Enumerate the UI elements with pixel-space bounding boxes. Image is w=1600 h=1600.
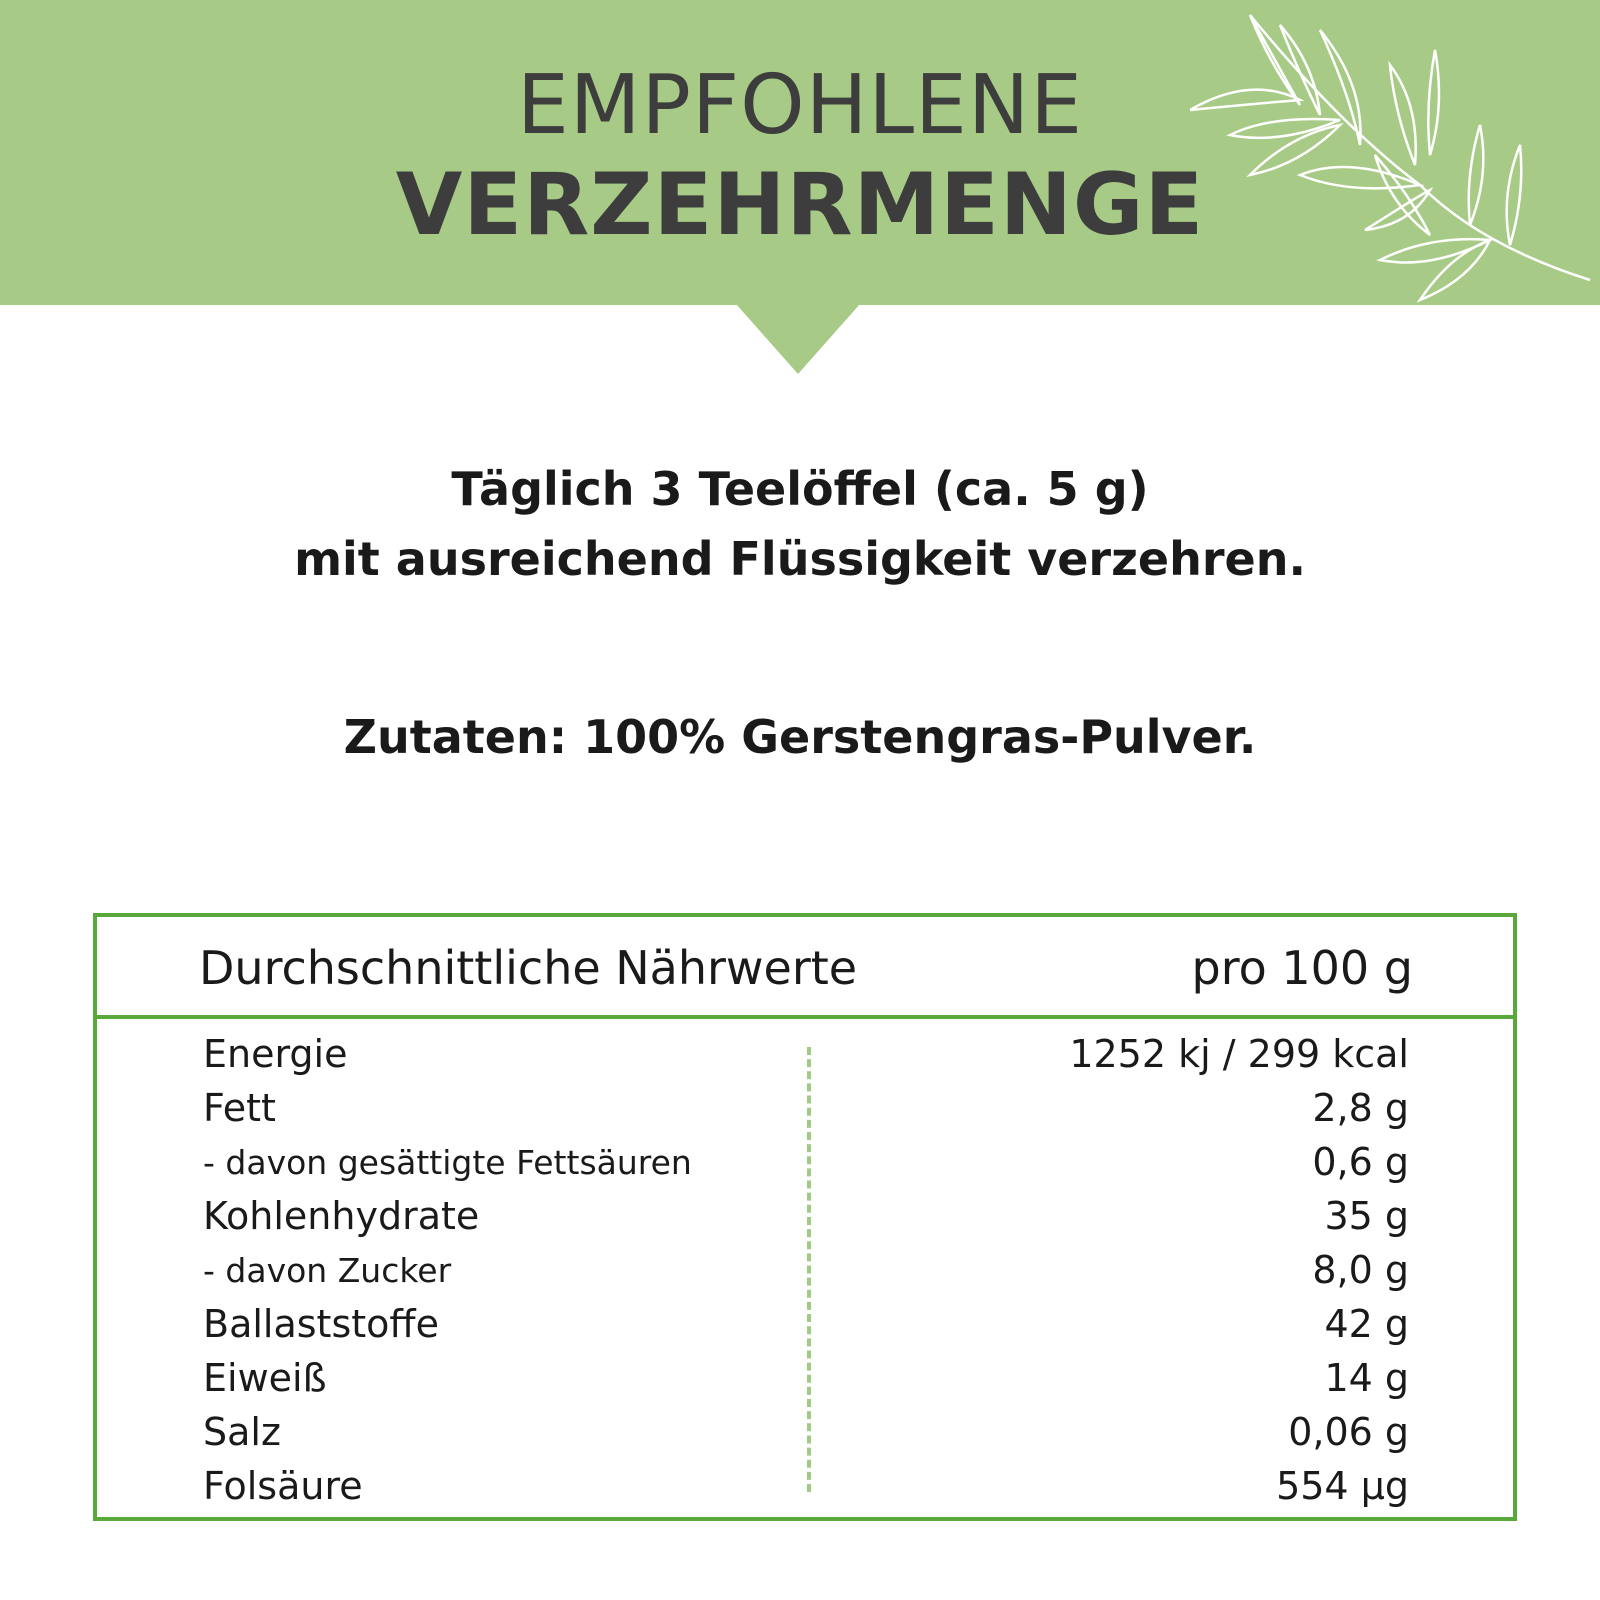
row-label: Folsäure <box>203 1464 363 1508</box>
row-label: Ballaststoffe <box>203 1302 439 1346</box>
header-label: Durchschnittliche Nährwerte <box>199 941 858 995</box>
table-row: Folsäure 554 µg <box>203 1464 1409 1518</box>
title-line-2: VERZEHRMENGE <box>395 155 1205 255</box>
row-label: - davon Zucker <box>203 1251 452 1290</box>
banner-pointer <box>736 304 860 374</box>
row-value: 42 g <box>1324 1302 1409 1346</box>
table-row: Salz 0,06 g <box>203 1410 1409 1464</box>
row-value: 554 µg <box>1276 1464 1409 1508</box>
table-row: Fett 2,8 g <box>203 1086 1409 1140</box>
leaf-branch-icon <box>1190 14 1591 303</box>
dosage-line-2: mit ausreichend Flüssigkeit verzehren. <box>294 532 1306 586</box>
row-value: 1252 kj / 299 kcal <box>1069 1032 1409 1076</box>
table-row: Kohlenhydrate 35 g <box>203 1194 1409 1248</box>
row-label: Eiweiß <box>203 1356 327 1400</box>
row-label: Kohlenhydrate <box>203 1194 480 1238</box>
header-banner: EMPFOHLENE VERZEHRMENGE <box>0 0 1600 305</box>
row-value: 0,6 g <box>1312 1140 1409 1184</box>
row-value: 8,0 g <box>1312 1248 1409 1292</box>
nutrition-table: Durchschnittliche Nährwerte pro 100 g En… <box>93 913 1517 1521</box>
header-value: pro 100 g <box>1191 941 1414 995</box>
table-row: - davon gesättigte Fettsäuren 0,6 g <box>203 1140 1409 1197</box>
row-label: Fett <box>203 1086 276 1130</box>
table-row: Energie 1252 kj / 299 kcal <box>203 1032 1409 1086</box>
column-divider <box>807 1047 811 1492</box>
row-label: Energie <box>203 1032 348 1076</box>
row-value: 14 g <box>1324 1356 1409 1400</box>
title-line-1: EMPFOHLENE <box>516 58 1084 153</box>
row-label: Salz <box>203 1410 281 1454</box>
dosage-line-1: Täglich 3 Teelöffel (ca. 5 g) <box>451 462 1149 516</box>
row-value: 0,06 g <box>1288 1410 1409 1454</box>
table-row: - davon Zucker 8,0 g <box>203 1248 1409 1305</box>
row-label: - davon gesättigte Fettsäuren <box>203 1143 692 1182</box>
table-header: Durchschnittliche Nährwerte pro 100 g <box>97 917 1513 1019</box>
row-value: 35 g <box>1324 1194 1409 1238</box>
row-value: 2,8 g <box>1312 1086 1409 1130</box>
table-row: Eiweiß 14 g <box>203 1356 1409 1410</box>
table-row: Ballaststoffe 42 g <box>203 1302 1409 1356</box>
ingredients-text: Zutaten: 100% Gerstengras-Pulver. <box>343 710 1257 764</box>
